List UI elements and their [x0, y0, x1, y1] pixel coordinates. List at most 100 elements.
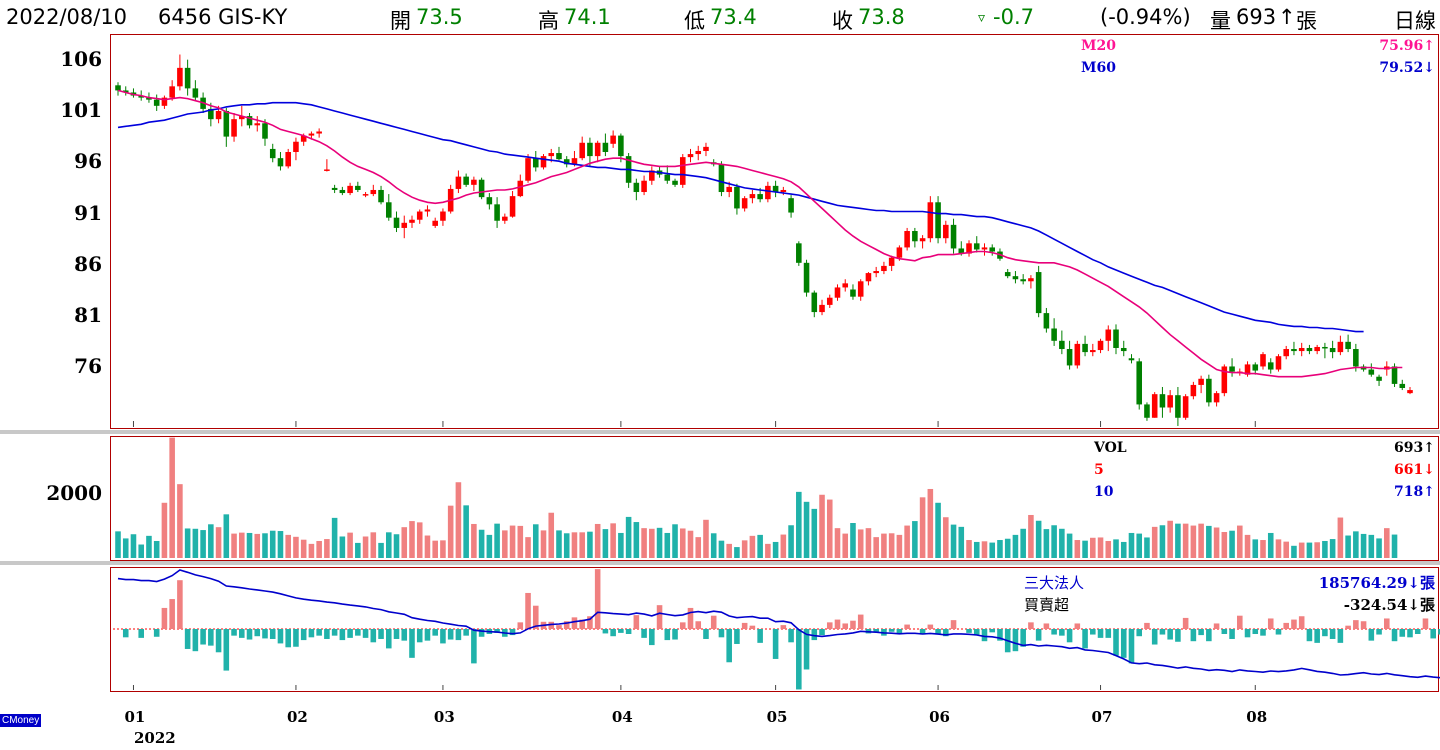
candle-body — [1283, 349, 1290, 357]
volume-bar — [935, 502, 941, 558]
candle-body — [293, 141, 299, 153]
candle-body — [943, 224, 949, 239]
candle-body — [610, 135, 616, 144]
candle-body — [881, 265, 887, 272]
institutional-bar — [509, 629, 516, 636]
volume-bar — [765, 543, 771, 558]
candle-body — [594, 142, 601, 157]
candle-body — [115, 85, 121, 91]
institutional-bar — [1368, 629, 1375, 641]
institutional-bar — [981, 629, 988, 642]
price-tick-label: 81 — [74, 303, 102, 328]
price-tick-label: 106 — [60, 46, 102, 71]
volume-bar — [532, 524, 539, 558]
institutional-bar — [1337, 629, 1344, 643]
volume-bar — [1043, 529, 1050, 558]
institutional-bar — [122, 629, 129, 638]
volume-bar — [455, 482, 462, 558]
institutional-bar — [1237, 615, 1243, 629]
institutional-bar — [432, 629, 438, 636]
candle-body — [1167, 395, 1173, 408]
volume-bar — [672, 524, 678, 558]
candle-body — [1059, 340, 1065, 350]
candle-body — [432, 220, 438, 226]
candle-body — [440, 211, 446, 221]
institutional-bar — [695, 621, 702, 629]
volume-bar — [1136, 533, 1143, 558]
change-value: -0.7 — [993, 5, 1034, 29]
volume-bar — [927, 488, 934, 558]
volume-bar — [811, 508, 818, 558]
volume-bar — [486, 534, 493, 558]
institutional-bar — [819, 629, 825, 636]
volume-bar — [912, 521, 918, 558]
candle-body — [1182, 396, 1189, 418]
institutional-bar — [625, 629, 632, 634]
price-tick-label: 86 — [74, 251, 102, 276]
volume-bar — [347, 532, 353, 558]
candle-body — [1306, 347, 1313, 352]
institutional-bar — [1128, 629, 1135, 664]
institutional-bar — [1105, 629, 1112, 638]
institutional-bar — [463, 629, 469, 636]
institutional-bar — [703, 629, 709, 639]
volume-bar — [594, 523, 601, 558]
volume-bar — [710, 533, 717, 558]
institutional-bar — [857, 614, 864, 629]
volume-bar — [494, 523, 500, 558]
volume-bar — [571, 532, 578, 558]
price-panel[interactable] — [110, 34, 1439, 429]
volume-bar — [842, 533, 849, 558]
institutional-bar — [1283, 622, 1290, 629]
candle-body — [385, 202, 392, 218]
institutional-bar — [478, 629, 485, 637]
volume-bar — [269, 530, 276, 558]
institutional-bar — [1012, 629, 1019, 652]
volume-bar — [618, 532, 624, 558]
candle-body — [966, 243, 972, 254]
volume-bar — [664, 532, 671, 558]
institutional-bar — [1175, 629, 1181, 642]
volume-bar — [1213, 527, 1220, 558]
volume-bar — [741, 540, 748, 558]
institutional-bar — [277, 629, 284, 644]
ma20-line — [117, 89, 1403, 378]
institutional-bar — [1198, 629, 1204, 636]
institutional-bar — [409, 629, 415, 658]
volume-bar — [548, 512, 555, 558]
institutional-bar — [177, 580, 183, 629]
candle-body — [1097, 340, 1104, 351]
institutional-bar — [563, 621, 570, 629]
institutional-bar — [873, 629, 879, 633]
institutional-bar — [989, 629, 996, 633]
candle-body — [641, 180, 647, 193]
volume-bar — [1376, 538, 1382, 558]
candle-body — [1407, 390, 1413, 394]
candle-body — [223, 110, 230, 137]
institutional-bar — [710, 615, 717, 629]
candle-body — [757, 194, 763, 200]
candle-body — [1391, 366, 1398, 384]
candle-body — [912, 231, 918, 242]
volume-bar — [687, 530, 694, 558]
candle-body — [463, 176, 469, 185]
candle-body — [1353, 349, 1359, 367]
institutional-bar — [788, 629, 794, 643]
legend-inst-total: 三大法人 185764.29↓張 — [1024, 574, 1435, 592]
price-tick-label: 76 — [74, 354, 102, 379]
candle-body — [703, 146, 709, 151]
volume-bar — [1035, 520, 1042, 558]
institutional-bar — [1097, 629, 1104, 638]
high-label: 高 — [538, 9, 559, 33]
candle-body — [1260, 354, 1266, 367]
candle-body — [896, 247, 903, 258]
volume-bar — [153, 540, 160, 558]
institutional-bar — [772, 629, 779, 659]
institutional-bar — [850, 620, 856, 629]
volume-bar — [989, 542, 996, 558]
period-label[interactable]: 日線 — [1394, 9, 1436, 33]
candle-body — [339, 189, 346, 194]
low-value: 73.4 — [710, 5, 757, 29]
volume-bar — [231, 533, 237, 558]
institutional-bar — [571, 617, 578, 629]
